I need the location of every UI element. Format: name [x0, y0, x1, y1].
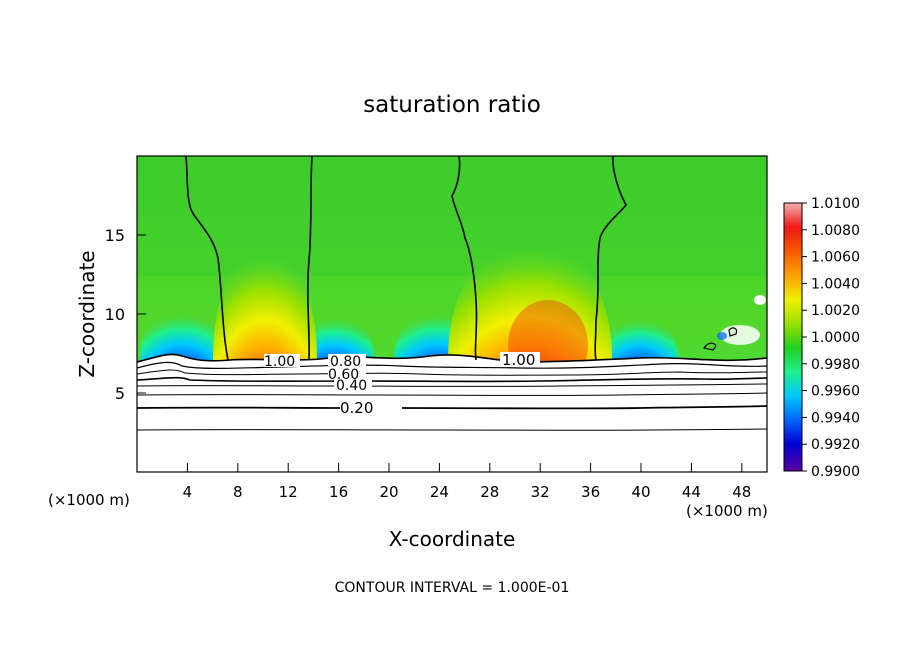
colorbar-label-5: 1.0000 — [811, 330, 860, 346]
colorbar-label-8: 0.9940 — [811, 410, 860, 426]
contour-label-5: 0.20 — [340, 399, 373, 417]
colorbar: 1.0100 1.0080 1.0060 1.0040 1.0020 1.0000 0.99… — [783, 196, 860, 480]
contour-labels: 1.00 0.80 0.60 0.40 0.20 1.00 — [264, 351, 535, 417]
colorbar-label-7: 0.9960 — [811, 384, 860, 400]
x-tick-label-11: 48 — [732, 483, 751, 501]
contour-label-3: 0.60 — [328, 367, 359, 383]
colorbar-label-6: 0.9980 — [811, 357, 860, 373]
x-unit-right: (×1000 m) — [686, 502, 768, 520]
x-tick-label-5: 24 — [430, 483, 449, 501]
contour-label-2: 0.80 — [330, 354, 361, 370]
x-tick-label-10: 44 — [682, 483, 701, 501]
x-tick-label-3: 16 — [329, 483, 348, 501]
x-axis-label: X-coordinate — [389, 527, 516, 551]
x-tick-label-7: 32 — [531, 483, 550, 501]
y-axis-label: Z-coordinate — [75, 250, 99, 377]
contour-interval-note: CONTOUR INTERVAL = 1.000E-01 — [335, 580, 570, 596]
x-tick-label-6: 28 — [480, 483, 499, 501]
colorbar-label-4: 1.0020 — [811, 303, 860, 319]
colorbar-label-10: 0.9900 — [811, 464, 860, 480]
x-tick-label-0: 4 — [183, 483, 193, 501]
y-tick-label-0: 5 — [115, 384, 125, 403]
colorbar-label-2: 1.0060 — [811, 250, 860, 266]
x-tick-label-4: 20 — [379, 483, 398, 501]
colorbar-label-3: 1.0040 — [811, 276, 860, 292]
chart-title: saturation ratio — [363, 92, 541, 118]
y-axis-ticks: 5 10 15 — [105, 226, 146, 403]
contour-label-6: 1.00 — [502, 351, 535, 369]
colorbar-label-9: 0.9920 — [811, 437, 860, 453]
x-tick-label-9: 40 — [631, 483, 650, 501]
x-tick-label-8: 36 — [581, 483, 600, 501]
x-axis-ticks: 4 8 12 16 20 24 28 32 36 40 44 48 — [183, 463, 751, 501]
contour-label-1: 1.00 — [264, 354, 295, 370]
colorbar-label-1: 1.0080 — [811, 223, 860, 239]
x-tick-label-2: 12 — [279, 483, 298, 501]
x-unit-left: (×1000 m) — [48, 491, 130, 509]
contour-label-4: 0.40 — [336, 378, 367, 394]
y-tick-label-2: 15 — [105, 226, 125, 245]
colorbar-label-0: 1.0100 — [811, 196, 860, 212]
heatmap-field — [137, 156, 767, 472]
y-tick-label-1: 10 — [105, 305, 125, 324]
x-tick-label-1: 8 — [233, 483, 243, 501]
